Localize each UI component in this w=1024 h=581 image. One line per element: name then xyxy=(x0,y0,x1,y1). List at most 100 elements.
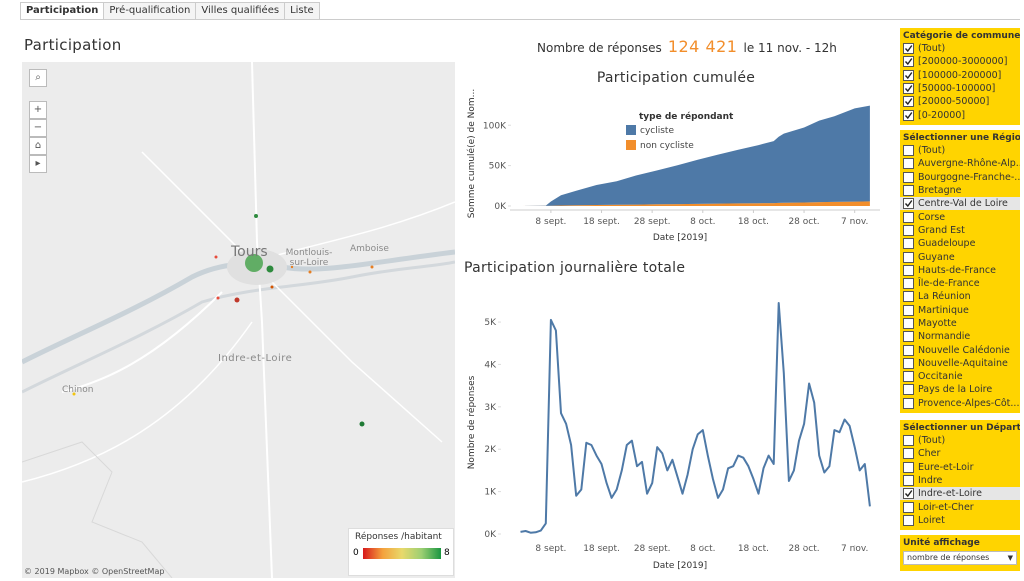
filter-option[interactable]: [100000-200000] xyxy=(900,69,1020,82)
checkbox[interactable] xyxy=(903,318,914,329)
checkbox[interactable] xyxy=(903,331,914,343)
filter-option[interactable]: Mayotte xyxy=(900,317,1020,330)
map[interactable]: ⌕ + − ⌂ ▸ Tours Montlouis-sur-Loire Ambo… xyxy=(22,62,455,578)
zoom-in-button[interactable]: + xyxy=(29,101,47,119)
checkbox[interactable] xyxy=(903,43,914,55)
checkbox[interactable] xyxy=(903,185,914,197)
filter-option-label: Loir-et-Cher xyxy=(918,501,974,513)
checkbox[interactable] xyxy=(903,158,914,170)
checkbox[interactable] xyxy=(903,304,914,316)
filter-option[interactable]: Auvergne-Rhône-Alp... xyxy=(900,157,1020,170)
filter-option[interactable]: Provence-Alpes-Côt... xyxy=(900,397,1020,410)
checkbox[interactable] xyxy=(903,238,914,250)
filter-option[interactable]: Indre-et-Loire xyxy=(900,487,1020,501)
y-axis-title: Somme cumulé(e) de Nom... xyxy=(466,89,477,218)
map-background xyxy=(22,62,455,578)
filter-option-label: [0-20000] xyxy=(918,109,966,121)
filter-option-label: Corse xyxy=(918,211,946,223)
x-tick-label: 18 oct. xyxy=(738,544,769,554)
map-place: Montlouis-sur-Loire xyxy=(285,248,333,268)
checkbox[interactable] xyxy=(903,198,914,210)
y-axis-title: Nombre de réponses xyxy=(466,375,477,469)
filter-option[interactable]: Loiret xyxy=(900,514,1020,527)
checkbox[interactable] xyxy=(903,514,914,526)
x-tick-label: 28 oct. xyxy=(788,217,819,227)
filter-option[interactable]: Grand Est xyxy=(900,224,1020,237)
display-unit-dropdown[interactable]: nombre de réponses ▼ xyxy=(903,551,1017,565)
filter-option[interactable]: Cher xyxy=(900,447,1020,460)
checkbox[interactable] xyxy=(903,435,914,447)
checkbox[interactable] xyxy=(903,501,914,513)
checkbox[interactable] xyxy=(903,96,914,108)
y-tick-label: 100K xyxy=(483,121,507,131)
summary-label: Nombre de réponses xyxy=(537,41,662,55)
checkbox[interactable] xyxy=(903,371,914,383)
checkbox[interactable] xyxy=(903,56,914,68)
checkbox[interactable] xyxy=(903,397,914,409)
map-toolbar: ⌕ + − ⌂ ▸ xyxy=(29,69,47,173)
filter-option[interactable]: Corse xyxy=(900,210,1020,223)
checkbox[interactable] xyxy=(903,109,914,121)
filter-option[interactable]: (Tout) xyxy=(900,144,1020,157)
filter-option-label: Eure-et-Loir xyxy=(918,461,974,473)
checkbox[interactable] xyxy=(903,211,914,223)
filter-option[interactable]: Bretagne xyxy=(900,184,1020,197)
filter-option-label: Guadeloupe xyxy=(918,238,976,250)
filter-option[interactable]: Indre xyxy=(900,474,1020,487)
filter-option-label: [100000-200000] xyxy=(918,69,1002,81)
checkbox[interactable] xyxy=(903,344,914,356)
filter-option[interactable]: Loir-et-Cher xyxy=(900,500,1020,513)
display-unit-title: Unité affichage xyxy=(903,538,980,548)
tab[interactable]: Participation xyxy=(20,2,105,19)
filter-option[interactable]: Pays de la Loire xyxy=(900,383,1020,396)
filter-option[interactable]: Occitanie xyxy=(900,370,1020,383)
y-tick-label: 0K xyxy=(484,530,497,540)
filter-option[interactable]: [0-20000] xyxy=(900,108,1020,121)
filter-option[interactable]: Bourgogne-Franche-... xyxy=(900,171,1020,184)
checkbox[interactable] xyxy=(903,171,914,183)
checkbox[interactable] xyxy=(903,461,914,473)
filter-option[interactable]: Normandie xyxy=(900,330,1020,343)
filter-option[interactable]: Île-de-France xyxy=(900,277,1020,290)
filter-option-label: Auvergne-Rhône-Alp... xyxy=(918,158,1020,170)
tab[interactable]: Pré-qualification xyxy=(103,2,197,19)
filter-option[interactable]: (Tout) xyxy=(900,434,1020,447)
checkbox[interactable] xyxy=(903,475,914,487)
filter-option[interactable]: Martinique xyxy=(900,304,1020,317)
checkbox[interactable] xyxy=(903,69,914,81)
checkbox[interactable] xyxy=(903,448,914,460)
search-button[interactable]: ⌕ xyxy=(29,69,47,87)
checkbox[interactable] xyxy=(903,83,914,95)
filter-option[interactable]: [20000-50000] xyxy=(900,95,1020,108)
checkbox[interactable] xyxy=(903,264,914,276)
filter-option[interactable]: [200000-3000000] xyxy=(900,55,1020,68)
checkbox[interactable] xyxy=(903,278,914,290)
filter-option[interactable]: Guyane xyxy=(900,250,1020,263)
filter-option[interactable]: Guadeloupe xyxy=(900,237,1020,250)
filter-option[interactable]: Nouvelle-Aquitaine xyxy=(900,357,1020,370)
checkbox[interactable] xyxy=(903,291,914,303)
line xyxy=(520,302,871,534)
filter-option[interactable]: [50000-100000] xyxy=(900,82,1020,95)
home-button[interactable]: ⌂ xyxy=(29,137,47,155)
tab[interactable]: Liste xyxy=(284,2,320,19)
checkbox[interactable] xyxy=(903,251,914,263)
filter-option[interactable]: La Réunion xyxy=(900,290,1020,303)
checkbox[interactable] xyxy=(903,357,914,369)
zoom-out-button[interactable]: − xyxy=(29,119,47,137)
play-button[interactable]: ▸ xyxy=(29,155,47,173)
filter-option[interactable]: Nouvelle Calédonie xyxy=(900,343,1020,356)
map-place: Chinon xyxy=(62,385,94,395)
legend-max: 8 xyxy=(444,548,450,558)
checkbox[interactable] xyxy=(903,145,914,157)
filter-title: Sélectionner un Départe... xyxy=(903,423,1020,433)
tab[interactable]: Villes qualifiées xyxy=(195,2,286,19)
checkbox[interactable] xyxy=(903,488,914,500)
filter-option[interactable]: (Tout) xyxy=(900,42,1020,55)
filter-option[interactable]: Hauts-de-France xyxy=(900,264,1020,277)
filter-option[interactable]: Centre-Val de Loire xyxy=(900,197,1020,211)
checkbox[interactable] xyxy=(903,384,914,396)
filter: Catégorie de commune (Tout) [200000-300000… xyxy=(900,28,1020,125)
filter-option[interactable]: Eure-et-Loir xyxy=(900,461,1020,474)
checkbox[interactable] xyxy=(903,224,914,236)
